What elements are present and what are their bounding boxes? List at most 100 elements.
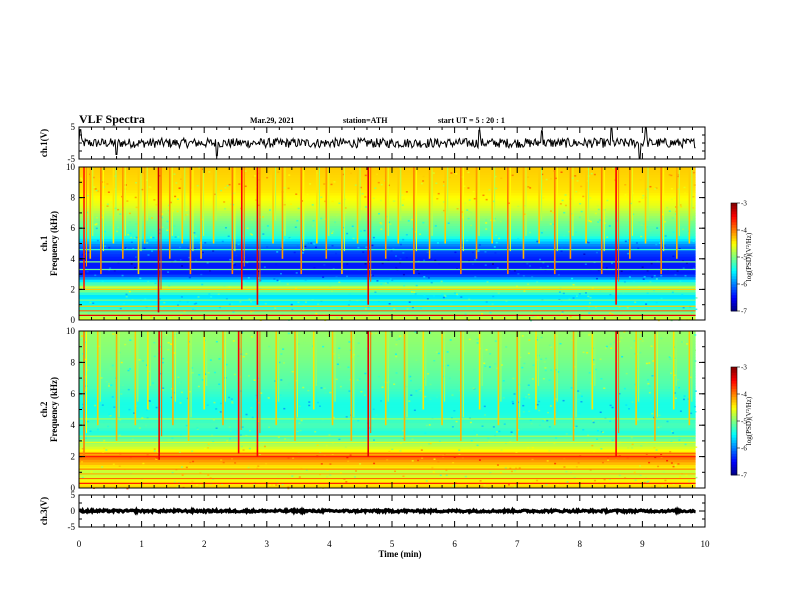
ch2-spectrogram-speckle bbox=[648, 362, 651, 364]
ch1-spectrogram-speckle bbox=[676, 188, 679, 190]
ch1-spectrogram-speckle bbox=[649, 185, 652, 188]
ch2-spectrogram-speckle bbox=[388, 381, 391, 383]
ch1-spectrogram-speckle bbox=[348, 293, 351, 295]
ch2-spectrogram-speckle bbox=[326, 476, 329, 478]
ch2-spectrogram-speckle bbox=[161, 389, 164, 391]
ch1-spectrogram-speckle bbox=[89, 301, 92, 304]
ch1-spectrogram-speckle bbox=[163, 301, 166, 304]
ch1-spectrogram-speckle bbox=[411, 218, 414, 221]
ch1-spectrogram-speckle bbox=[297, 207, 300, 210]
ch1-spectrogram-speckle bbox=[347, 304, 350, 306]
ch1-spectrogram-speckle bbox=[569, 315, 572, 318]
ch1-spectrogram-speckle bbox=[228, 183, 231, 186]
ch2-spectrogram-speckle bbox=[111, 365, 114, 368]
ch2-spectrogram-speckle bbox=[191, 367, 194, 369]
ch1-spectrogram-speckle bbox=[461, 211, 464, 213]
ch2-spectrogram-speckle bbox=[509, 467, 512, 470]
ch1-spectrogram-speckle bbox=[489, 311, 492, 314]
ch1-spectrogram-speckle bbox=[466, 209, 469, 211]
ch2-spectrogram-speckle bbox=[479, 480, 482, 482]
ch2-spectrogram-speckle bbox=[356, 379, 359, 381]
ch1-spectrogram-band bbox=[79, 251, 696, 255]
ch1-spectrogram-speckle bbox=[411, 306, 414, 309]
ch1-spectrogram-speckle bbox=[578, 216, 581, 219]
ch2-spectrogram-speckle bbox=[603, 478, 606, 481]
ch2-spectrogram-colorbar-cell bbox=[731, 402, 737, 406]
ch1-spectrogram-speckle bbox=[167, 271, 170, 273]
ch1-spectrogram-speckle bbox=[508, 202, 511, 204]
ch2-spectrogram-speckle bbox=[189, 390, 192, 393]
ch1-spectrogram-speckle bbox=[664, 199, 667, 201]
ch2-spectrogram-speckle bbox=[120, 393, 123, 395]
ch2-spectrogram-speckle bbox=[100, 377, 103, 379]
ch2-spectrogram-speckle bbox=[360, 479, 363, 482]
ch2-spectrogram-speckle bbox=[144, 424, 147, 427]
ch1-spectrogram-band bbox=[79, 246, 696, 250]
ch2-spectrogram-band bbox=[79, 365, 696, 369]
ch1-spectrogram-speckle bbox=[173, 225, 176, 227]
ch2-spectrogram-speckle bbox=[240, 445, 243, 448]
ch1-spectrogram-speckle bbox=[666, 259, 669, 261]
ch1-spectrogram-speckle bbox=[438, 263, 441, 265]
ch2-spectrogram-speckle bbox=[127, 369, 130, 372]
ch1-spectrogram-speckle bbox=[523, 213, 526, 215]
ch1-spectrogram-speckle bbox=[442, 296, 445, 299]
ch1-spectrogram-speckle bbox=[485, 301, 488, 303]
ch1-spectrogram-speckle bbox=[180, 178, 183, 180]
time-tick-label: 9 bbox=[640, 539, 645, 549]
ch2-spectrogram-speckle bbox=[432, 471, 435, 473]
ch2-spectrogram-band bbox=[79, 482, 696, 486]
ch2-spectrogram-speckle bbox=[307, 389, 310, 392]
ch1-spectrogram-speckle bbox=[302, 304, 305, 306]
ch2-spectrogram-band bbox=[79, 344, 696, 348]
ch2-spectrogram-speckle bbox=[498, 430, 501, 433]
ch1-spectrogram-speckle bbox=[276, 251, 279, 253]
ch1-spectrogram-speckle bbox=[295, 272, 298, 274]
ch2-spectrogram-speckle bbox=[488, 440, 491, 443]
ch2-spectrogram-speckle bbox=[81, 451, 84, 454]
ch2-spectrogram-speckle bbox=[377, 375, 380, 378]
ch1-spectrogram-speckle bbox=[517, 205, 520, 208]
ch2-spectrogram-speckle bbox=[191, 371, 194, 374]
ch1-spectrogram-speckle bbox=[387, 259, 390, 262]
ch1-spectrogram-speckle bbox=[287, 226, 290, 229]
ch1-spectrogram-speckle bbox=[96, 239, 99, 242]
ch2-spectrogram-band bbox=[79, 414, 696, 418]
ch1-spectrogram-speckle bbox=[682, 267, 685, 269]
ch1-spectrogram-speckle bbox=[125, 295, 128, 298]
ch2-spectrogram-speckle bbox=[94, 404, 97, 407]
ch2-spectrogram-speckle bbox=[245, 413, 248, 416]
ch2-spectrogram-speckle bbox=[167, 439, 170, 441]
ch1-spectrogram-speckle bbox=[395, 255, 398, 257]
ch1-spectrogram-colorbar-cell bbox=[731, 262, 737, 266]
ch1-spectrogram-band bbox=[79, 207, 696, 211]
ch2-spectrogram-speckle bbox=[283, 362, 286, 364]
ch1-spectrogram-speckle bbox=[151, 217, 154, 219]
ch1-spectrogram-speckle bbox=[379, 199, 382, 202]
ch1-spectrogram-speckle bbox=[128, 212, 131, 215]
ch1-spectrogram-speckle bbox=[681, 293, 684, 296]
ch2-spectrogram-speckle bbox=[229, 437, 232, 440]
ch1-spectrogram-speckle bbox=[440, 280, 443, 283]
ch2-spectrogram-channel-label: ch.2 bbox=[39, 401, 49, 417]
ch2-spectrogram-speckle bbox=[109, 400, 112, 402]
ch1-spectrogram-speckle bbox=[542, 215, 545, 217]
ch2-spectrogram-colorbar-cell bbox=[731, 472, 737, 476]
ch1-spectrogram-speckle bbox=[642, 278, 645, 280]
ch2-spectrogram-speckle bbox=[550, 346, 553, 349]
ch1-spectrogram-speckle bbox=[527, 186, 530, 188]
ch2-spectrogram-speckle bbox=[536, 403, 539, 406]
ch2-spectrogram-speckle bbox=[437, 352, 440, 355]
ch2-spectrogram-speckle bbox=[548, 344, 551, 346]
ch2-spectrogram-speckle bbox=[519, 356, 522, 359]
ch1-spectrogram-speckle bbox=[659, 287, 662, 290]
ch2-spectrogram-speckle bbox=[515, 451, 518, 454]
ch2-spectrogram-speckle bbox=[609, 343, 612, 345]
ch1-spectrogram-speckle bbox=[441, 211, 444, 214]
ch2-spectrogram-speckle bbox=[153, 448, 156, 450]
ch1-spectrogram-speckle bbox=[150, 316, 153, 318]
ch2-spectrogram-speckle bbox=[323, 454, 326, 456]
ch1-spectrogram-speckle bbox=[527, 283, 530, 285]
ch2-spectrogram-speckle bbox=[559, 342, 562, 345]
ch2-spectrogram-speckle bbox=[673, 358, 676, 361]
